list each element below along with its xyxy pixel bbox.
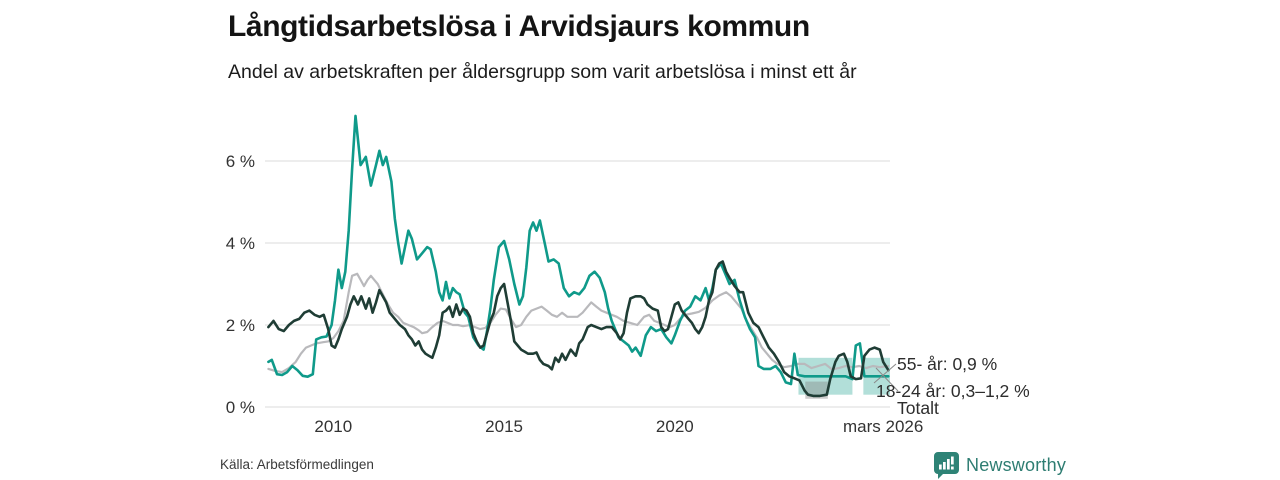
page-title: Långtidsarbetslösa i Arvidsjaurs kommun xyxy=(228,10,810,43)
series-line-55-r xyxy=(267,260,890,398)
speech-bubble-bar-chart-icon xyxy=(934,452,959,479)
x-tick-label: 2010 xyxy=(314,417,352,436)
y-tick-label: 4 % xyxy=(226,234,255,253)
newsworthy-wordmark: Newsworthy xyxy=(966,455,1067,475)
label-leader-line xyxy=(873,363,897,384)
series-label-55-ar: 55- år: 0,9 % xyxy=(897,354,998,374)
chart-svg: 0 % 2 % 4 % 6 % 2010 2015 2020 mars 2026 xyxy=(226,114,923,436)
series-label-18-24-ar: 18-24 år: 0,3–1,2 % xyxy=(876,381,1030,401)
label-leader-line xyxy=(875,367,899,392)
series-line-totalt xyxy=(267,272,890,374)
page-subtitle: Andel av arbetskraften per åldersgrupp s… xyxy=(228,61,857,83)
y-tick-label: 2 % xyxy=(226,316,255,335)
y-tick-label: 0 % xyxy=(226,398,255,417)
source-note: Källa: Arbetsförmedlingen xyxy=(220,457,374,472)
x-tick-label: 2015 xyxy=(485,417,523,436)
series-line-18-24-r xyxy=(267,114,890,386)
y-tick-label: 6 % xyxy=(226,152,255,171)
x-tick-label: mars 2026 xyxy=(843,417,923,436)
series-label-totalt: Totalt xyxy=(897,398,939,418)
x-tick-label: 2020 xyxy=(656,417,694,436)
newsworthy-logo: Newsworthy xyxy=(934,452,1066,479)
